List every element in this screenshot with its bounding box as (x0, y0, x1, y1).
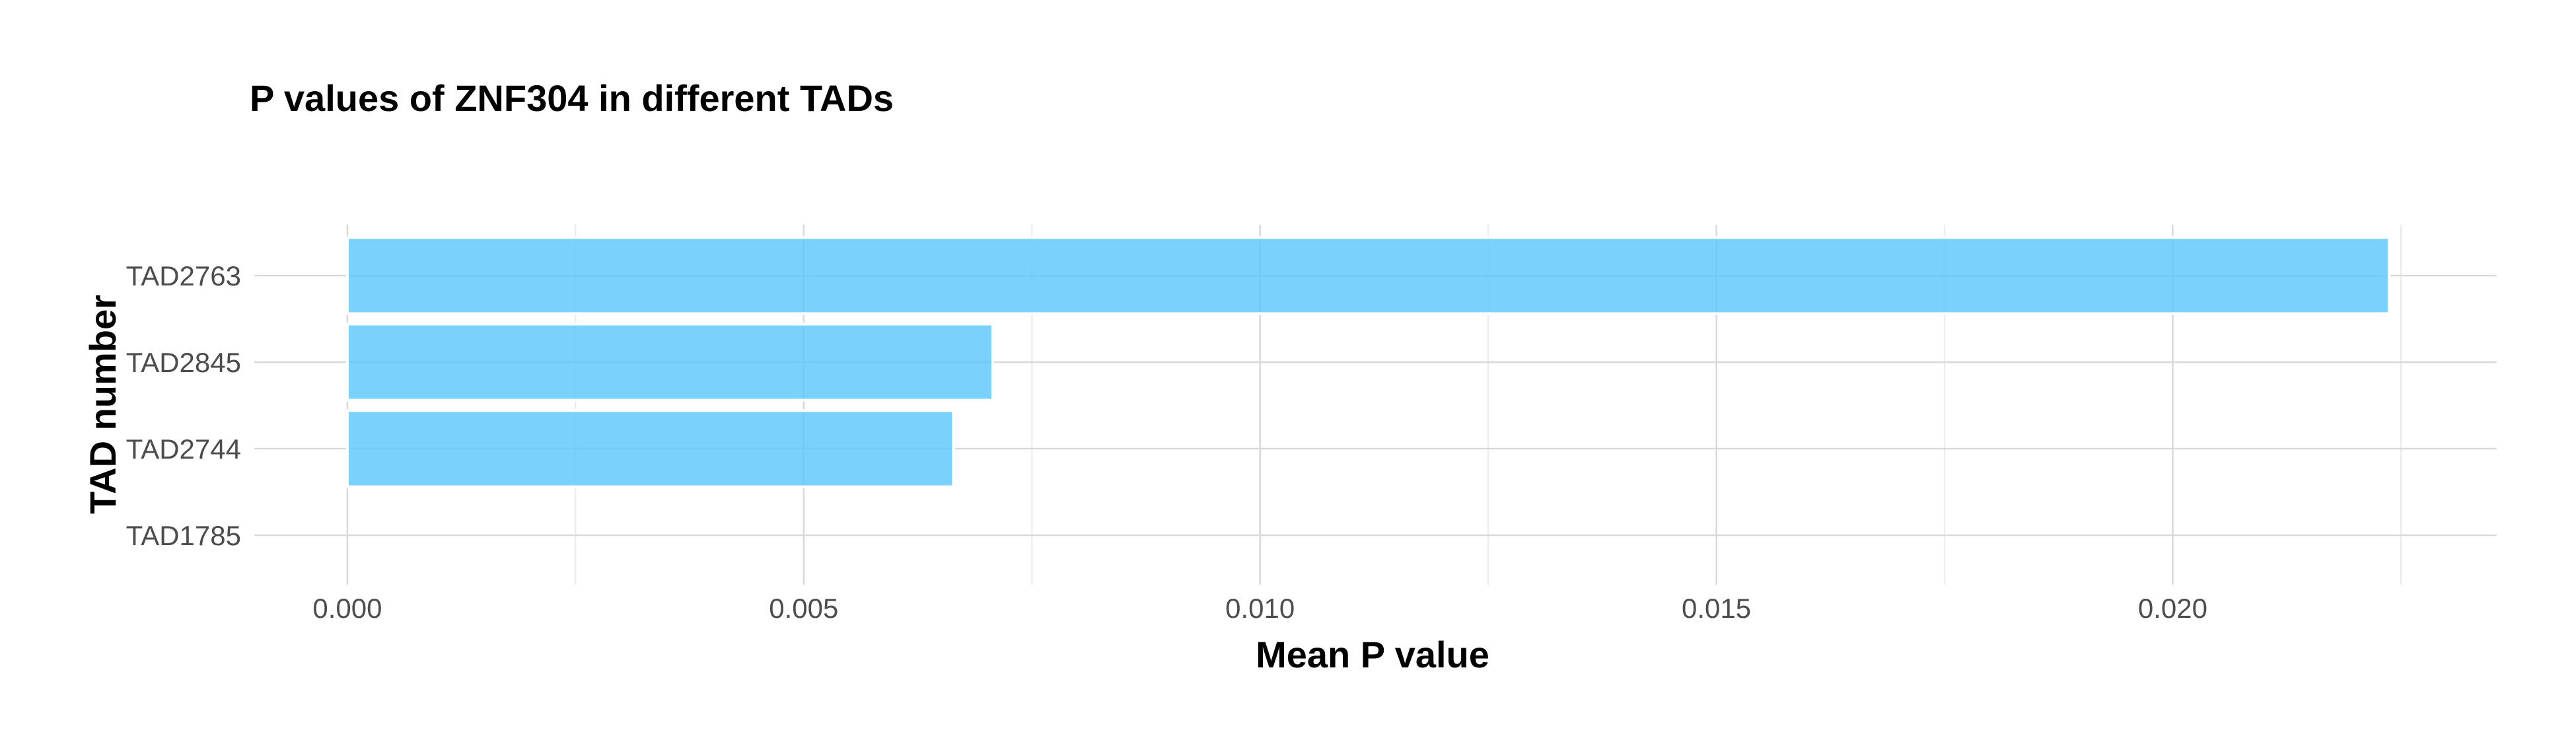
x-tick-label: 0.020 (2138, 593, 2207, 624)
y-tick-label: TAD2845 (126, 347, 241, 378)
y-tick-labels: TAD2763 TAD2845 TAD2744 TAD1785 (126, 260, 241, 551)
bar-tad2744 (345, 409, 955, 488)
y-tick-label: TAD2763 (126, 260, 241, 291)
y-axis-title: TAD number (82, 295, 124, 514)
chart-title: P values of ZNF304 in different TADs (250, 77, 894, 119)
x-tick-label: 0.015 (1682, 593, 1751, 624)
bar-tad2845 (345, 322, 994, 402)
y-tick-label: TAD2744 (126, 433, 241, 465)
x-tick-labels: 0.000 0.005 0.010 0.015 0.020 (312, 593, 2207, 624)
x-tick-label: 0.000 (312, 593, 382, 624)
x-tick-label: 0.005 (769, 593, 838, 624)
bar-tad2763 (345, 236, 2390, 315)
x-axis-title: Mean P value (1256, 634, 1489, 675)
x-tick-label: 0.010 (1225, 593, 1295, 624)
y-tick-label: TAD1785 (126, 520, 241, 551)
bars (345, 236, 2390, 488)
